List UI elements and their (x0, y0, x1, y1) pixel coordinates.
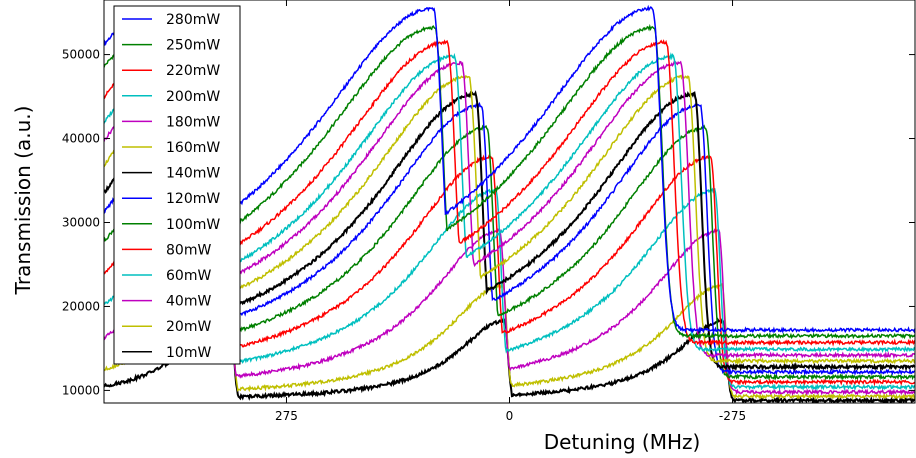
legend-label: 20mW (166, 319, 211, 335)
y-tick-label: 30000 (62, 215, 100, 229)
legend-label: 200mW (166, 89, 220, 105)
legend-label: 80mW (166, 242, 211, 258)
series-line-20mW (104, 281, 916, 401)
legend-label: 220mW (166, 63, 220, 79)
x-tick-label: -275 (719, 409, 746, 423)
legend-label: 120mW (166, 191, 220, 207)
legend: 280mW 250mW 220mW 200mW 180mW 160mW 140mW 120mW… (113, 5, 241, 365)
legend-label: 40mW (166, 294, 211, 310)
legend-label: 280mW (166, 12, 220, 28)
legend-frame (113, 5, 241, 365)
legend-label: 60mW (166, 268, 211, 284)
y-tick-label: 40000 (62, 132, 100, 146)
y-tick-label: 10000 (62, 383, 100, 397)
legend-label: 160mW (166, 140, 220, 156)
legend-label: 100mW (166, 217, 220, 233)
legend-label: 250mW (166, 38, 220, 54)
x-tick-label: 275 (275, 409, 298, 423)
y-tick-label: 20000 (62, 299, 100, 313)
legend-label: 140mW (166, 166, 220, 182)
legend-label: 180mW (166, 114, 220, 130)
y-axis-title: Transmission (a.u.) (11, 106, 35, 296)
y-tick-label: 50000 (62, 48, 100, 62)
series-line-40mW (104, 228, 916, 397)
legend-label: 10mW (166, 345, 211, 361)
x-tick-label: 0 (506, 409, 514, 423)
x-axis-title: Detuning (MHz) (544, 430, 701, 454)
ticks-layer: 275 0 -275 10000 20000 30000 40000 50000 (62, 0, 915, 423)
